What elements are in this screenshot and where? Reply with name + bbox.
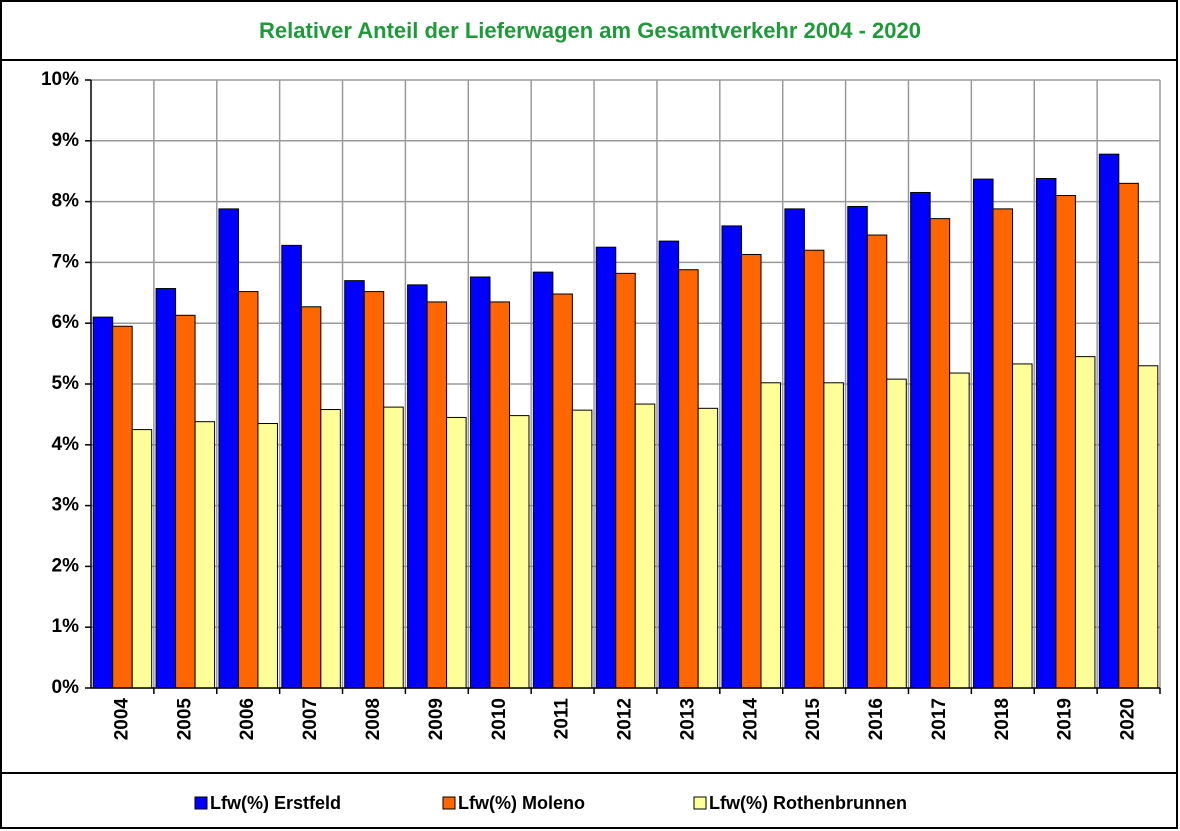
y-tick-label: 3% — [52, 495, 80, 516]
bar — [112, 325, 133, 689]
bar — [1012, 363, 1033, 689]
bar — [929, 218, 951, 689]
bar — [1137, 365, 1159, 689]
bar — [760, 382, 782, 689]
bar — [1055, 195, 1076, 689]
bar — [697, 407, 719, 689]
bar — [383, 406, 404, 689]
bar — [281, 244, 302, 689]
x-tick-label: 2004 — [111, 698, 132, 741]
x-tick-label: 2010 — [489, 698, 510, 740]
x-tick-label: 2009 — [426, 698, 447, 740]
legend-label: Lfw(%) Erstfeld — [210, 793, 341, 813]
bar — [571, 409, 593, 689]
x-tick-label: 2008 — [363, 698, 384, 740]
bar — [658, 240, 680, 689]
bar — [973, 178, 994, 689]
chart-title: Relativer Anteil der Lieferwagen am Gesa… — [259, 18, 921, 43]
x-tick-label: 2017 — [929, 698, 950, 740]
bar — [823, 382, 844, 689]
bar — [300, 306, 322, 689]
y-tick-label: 1% — [52, 616, 80, 637]
bar — [532, 271, 554, 689]
legend-swatch — [693, 796, 707, 810]
bar — [721, 225, 743, 689]
bar — [194, 421, 216, 689]
bar — [634, 403, 656, 689]
x-tick-label: 2005 — [174, 698, 195, 741]
x-tick-label: 2015 — [803, 698, 824, 741]
bar — [446, 416, 467, 689]
legend-label: Lfw(%) Rothenbrunnen — [709, 793, 907, 813]
bar — [508, 415, 530, 689]
x-tick-label: 2011 — [552, 698, 573, 740]
y-tick-label: 10% — [41, 69, 79, 90]
bar — [595, 246, 617, 689]
bar — [847, 205, 868, 689]
bar — [92, 316, 114, 689]
bar — [992, 208, 1014, 689]
y-tick-label: 6% — [52, 312, 80, 333]
x-tick-label: 2012 — [615, 698, 636, 740]
bar — [344, 280, 365, 689]
x-tick-label: 2013 — [677, 698, 698, 740]
bar — [1035, 177, 1057, 689]
bar — [218, 208, 239, 689]
bar — [469, 276, 491, 689]
bar — [910, 191, 931, 689]
bar — [949, 372, 970, 689]
bar — [363, 291, 385, 689]
x-tick-label: 2006 — [237, 698, 258, 740]
bar — [131, 429, 153, 689]
y-tick-label: 5% — [52, 373, 80, 394]
bar — [784, 208, 805, 689]
x-tick-label: 2018 — [992, 698, 1013, 740]
bar — [155, 288, 177, 689]
bar — [803, 249, 825, 689]
bar — [552, 293, 573, 689]
x-tick-label: 2019 — [1055, 698, 1076, 740]
y-tick-label: 7% — [52, 251, 80, 272]
x-tick-label: 2014 — [740, 698, 761, 741]
x-tick-label: 2007 — [300, 698, 321, 740]
bar — [678, 269, 699, 689]
bar — [1118, 182, 1139, 689]
bar — [489, 301, 510, 689]
bar — [175, 314, 196, 689]
bar — [886, 378, 907, 689]
bar — [407, 284, 428, 689]
bar — [866, 234, 888, 689]
bar — [426, 301, 448, 689]
legend-swatch — [194, 796, 208, 810]
bar — [320, 409, 341, 689]
bar — [1098, 153, 1120, 689]
x-tick-label: 2020 — [1118, 698, 1139, 740]
x-tick-label: 2016 — [866, 698, 887, 740]
y-tick-label: 9% — [52, 130, 80, 151]
bar — [1074, 356, 1096, 689]
legend-label: Lfw(%) Moleno — [458, 793, 585, 813]
bar — [237, 291, 259, 689]
legend-swatch — [442, 796, 456, 810]
y-tick-label: 8% — [52, 191, 80, 212]
y-tick-label: 4% — [52, 434, 80, 455]
bar — [615, 272, 636, 689]
bar — [741, 253, 762, 689]
bar — [257, 423, 278, 689]
y-tick-label: 0% — [52, 677, 80, 698]
y-tick-label: 2% — [52, 555, 80, 576]
